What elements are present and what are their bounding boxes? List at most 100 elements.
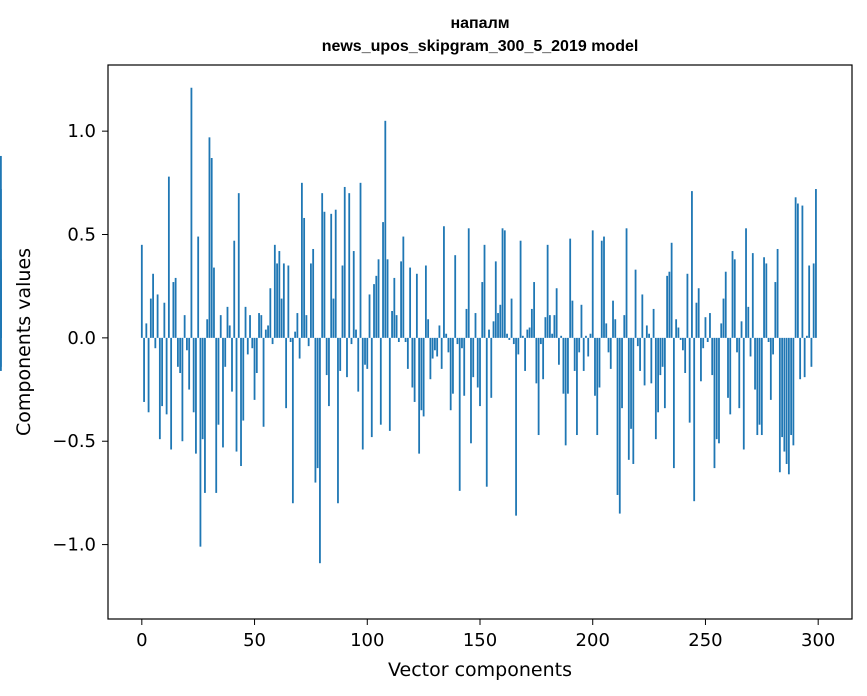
bar — [273, 244, 276, 338]
bar — [161, 337, 164, 407]
bar — [431, 337, 434, 359]
bar — [458, 337, 461, 491]
bar — [357, 337, 360, 392]
bar — [456, 337, 459, 345]
bar — [454, 255, 457, 338]
bar — [589, 333, 592, 338]
bar — [627, 337, 630, 460]
bar — [440, 337, 443, 369]
bar — [158, 337, 161, 440]
bar — [386, 259, 389, 338]
bar — [756, 337, 759, 436]
bar — [276, 263, 278, 338]
bar — [508, 337, 511, 340]
x-tick-label: 200 — [576, 630, 610, 651]
bar — [291, 337, 294, 504]
bar — [515, 337, 517, 516]
bar — [645, 325, 648, 338]
bar — [217, 337, 220, 425]
bar — [366, 337, 369, 369]
bar — [506, 333, 508, 338]
x-tick-label: 100 — [350, 630, 384, 651]
bar — [463, 337, 466, 396]
bar — [652, 308, 655, 338]
bar — [594, 337, 596, 396]
bar — [310, 263, 312, 338]
bar — [479, 337, 481, 407]
bar — [774, 282, 777, 338]
bar — [571, 300, 574, 338]
bar — [792, 337, 795, 446]
bar — [411, 337, 414, 388]
bar — [147, 337, 150, 413]
bar — [434, 337, 436, 351]
bar — [713, 337, 716, 469]
bar — [429, 337, 432, 380]
bar — [260, 315, 263, 338]
bar — [391, 310, 393, 338]
bar — [341, 265, 344, 338]
bar — [375, 275, 378, 338]
bar — [321, 193, 324, 338]
bar — [280, 298, 283, 338]
bar — [618, 337, 621, 514]
bar — [609, 337, 612, 369]
bar — [152, 273, 154, 338]
y-tick-label: 0.0 — [67, 328, 96, 349]
bar — [149, 298, 152, 338]
bar — [176, 337, 179, 367]
bar — [587, 337, 590, 357]
bar — [643, 337, 646, 386]
plot-frame — [107, 64, 853, 620]
bar — [449, 337, 452, 411]
bar — [379, 337, 382, 425]
bar — [603, 236, 605, 338]
bar — [262, 337, 265, 427]
bar — [305, 315, 308, 338]
bar — [154, 337, 157, 349]
bar — [422, 337, 425, 417]
bar — [704, 317, 707, 338]
bar — [763, 257, 765, 338]
bar — [269, 288, 272, 338]
bar — [226, 306, 229, 338]
bar — [736, 337, 738, 353]
bar — [772, 337, 774, 355]
bar — [368, 294, 371, 338]
bar — [222, 337, 224, 448]
y-tick-label: −0.5 — [52, 431, 96, 452]
bar — [201, 337, 204, 440]
bar — [267, 325, 269, 338]
y-axis-ticks: 1.0 0.5 0.0 −0.5 −1.0 — [52, 121, 108, 556]
bar — [413, 337, 416, 402]
bar — [512, 337, 515, 345]
bar — [733, 259, 736, 338]
bar — [711, 337, 714, 376]
bar — [350, 337, 353, 345]
bar — [654, 337, 657, 440]
bar — [289, 337, 292, 342]
bar — [190, 87, 193, 338]
bar — [145, 323, 148, 338]
bar — [409, 267, 412, 338]
bar — [799, 337, 802, 380]
bar — [578, 337, 581, 353]
bar — [562, 337, 565, 394]
bar — [192, 337, 195, 413]
bar — [796, 203, 799, 338]
bar — [474, 313, 477, 338]
bar — [666, 275, 669, 338]
bar — [167, 176, 170, 338]
bar — [206, 319, 209, 338]
bar — [461, 337, 463, 349]
bar — [517, 337, 520, 355]
bar — [727, 337, 729, 398]
bar — [395, 315, 398, 338]
bar — [497, 313, 499, 338]
bar — [348, 193, 351, 338]
bar — [564, 337, 567, 446]
bar — [424, 265, 427, 338]
bar — [623, 315, 626, 338]
bar — [688, 337, 691, 423]
bar — [328, 337, 330, 407]
